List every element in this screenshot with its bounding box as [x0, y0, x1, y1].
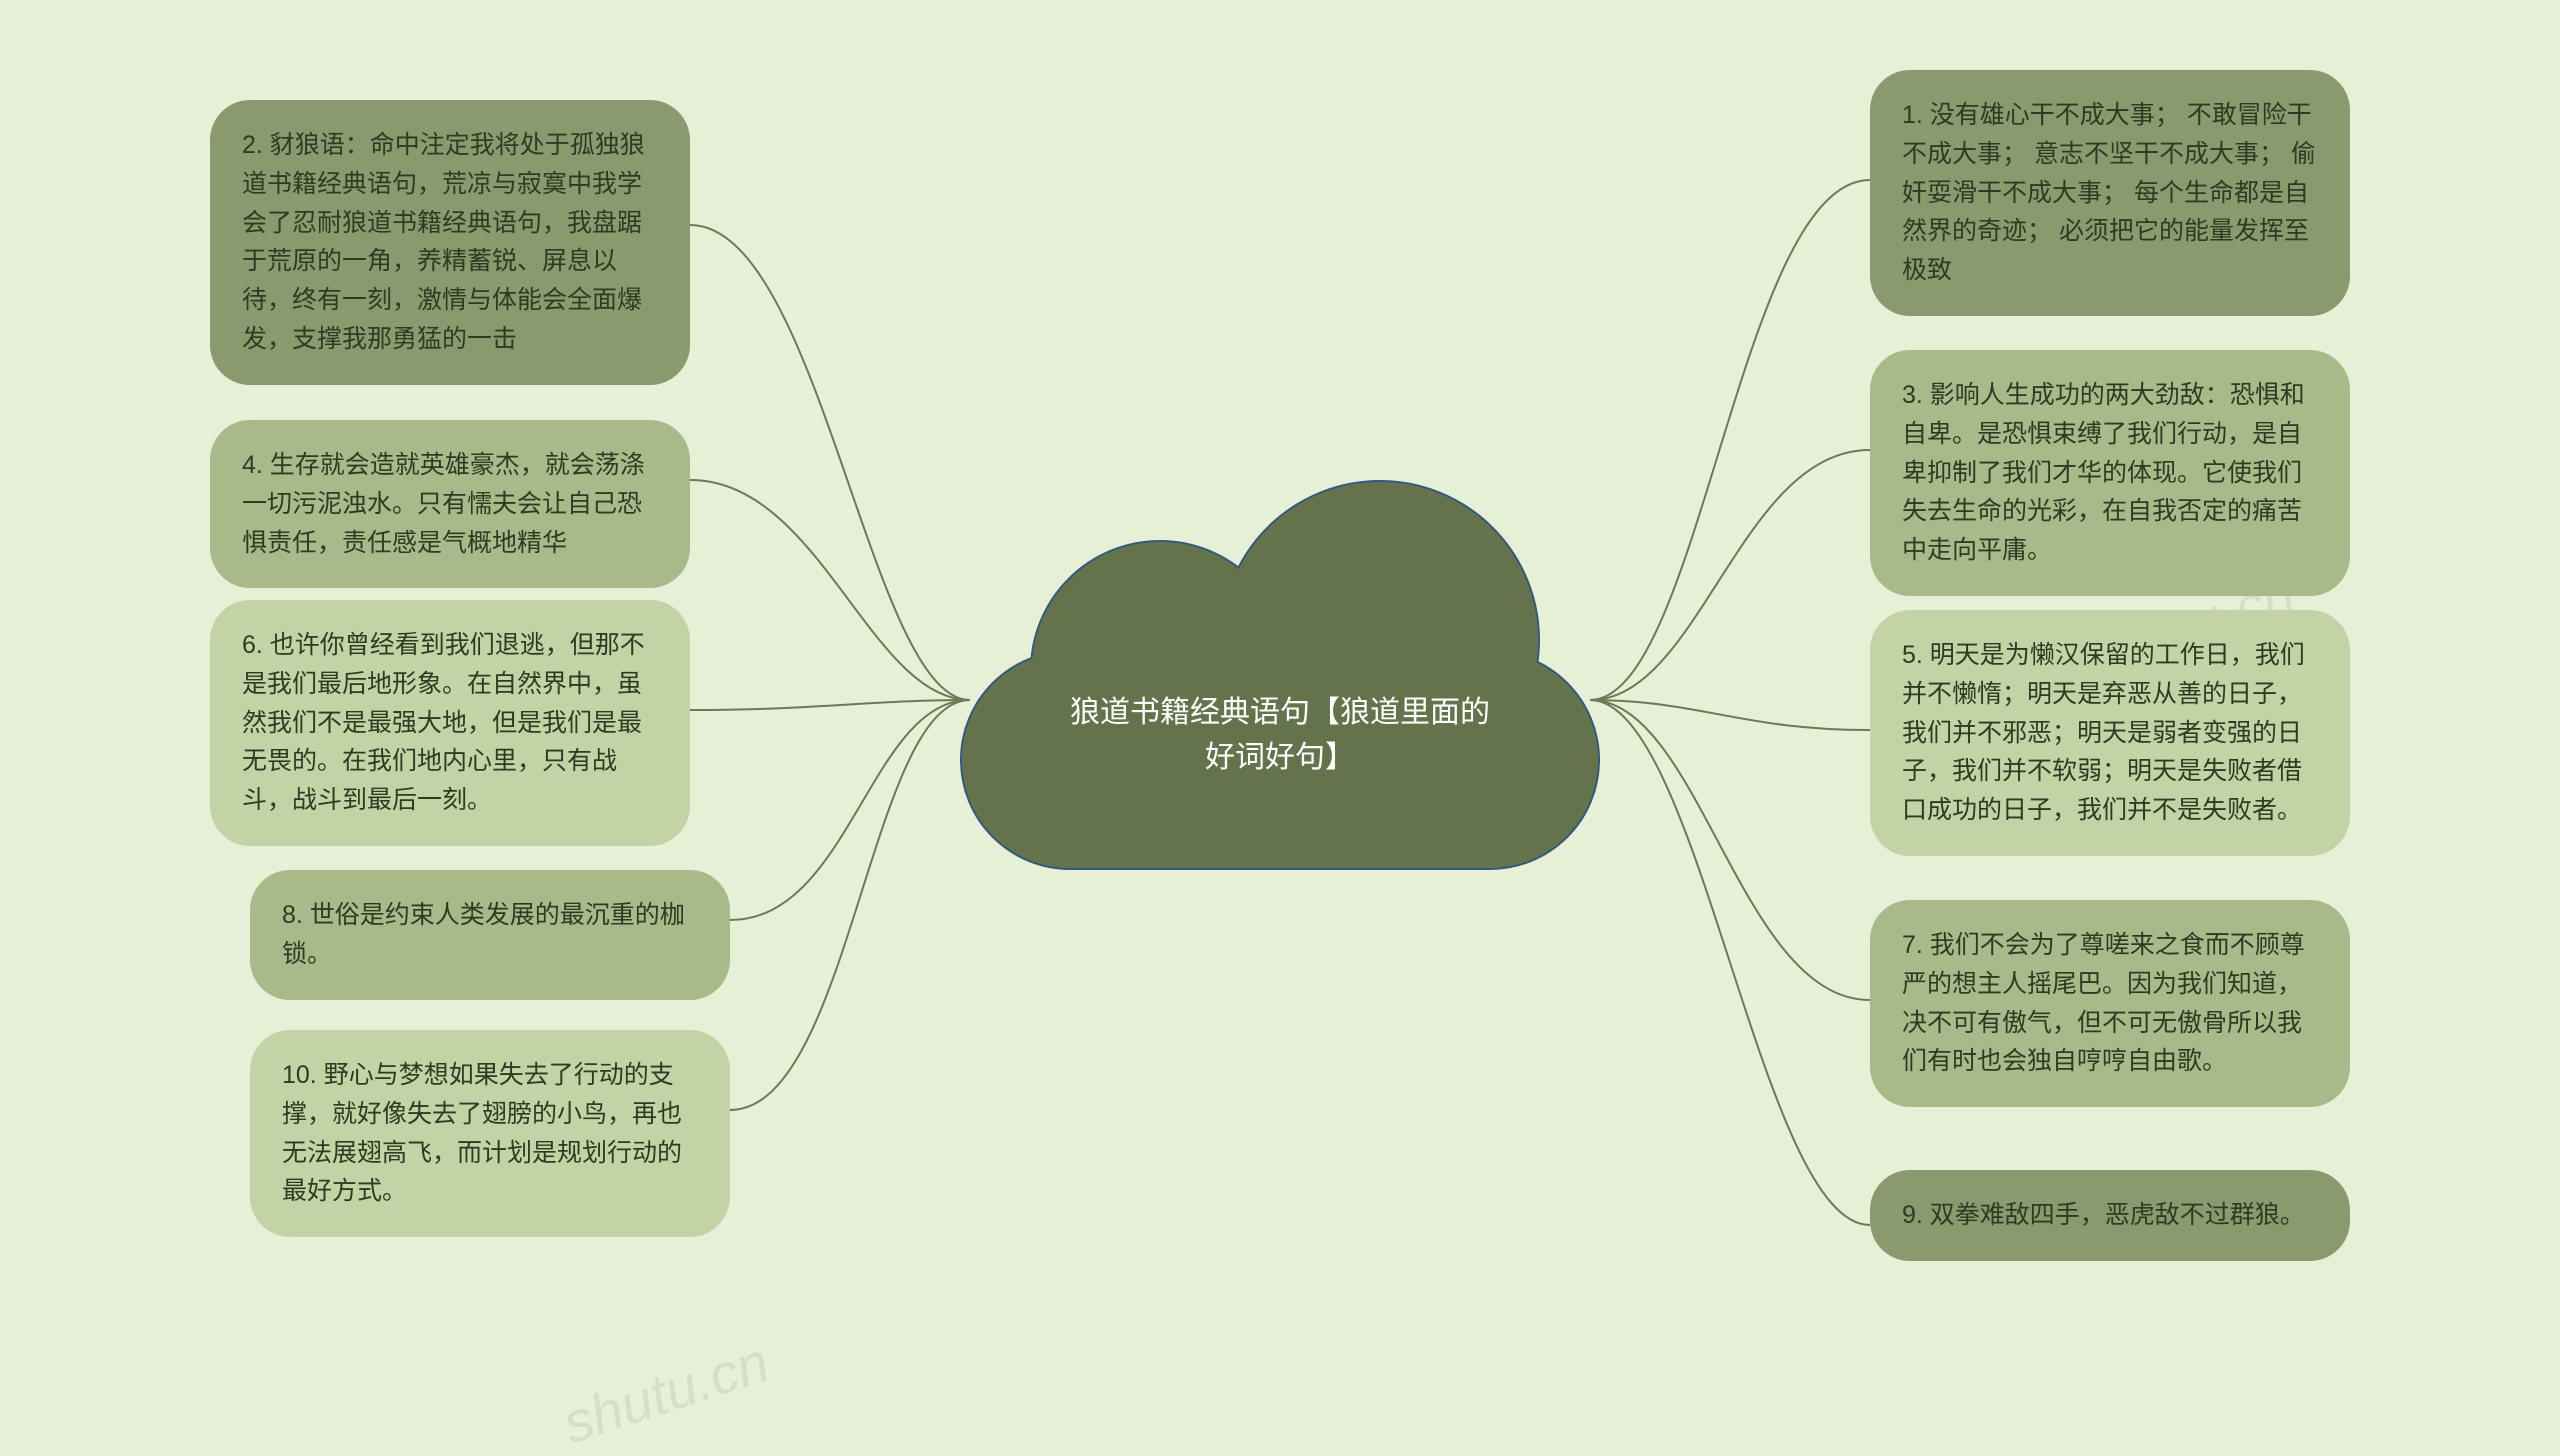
node-1: 1. 没有雄心干不成大事； 不敢冒险干不成大事； 意志不坚干不成大事； 偷奸耍滑…: [1870, 70, 2350, 316]
center-title: 狼道书籍经典语句【狼道里面的好词好句】: [1070, 690, 1490, 780]
node-8: 8. 世俗是约束人类发展的最沉重的枷锁。: [250, 870, 730, 1000]
mindmap-canvas: 树图 shutu.cn 树图 shutu.cn 树图 shutu.cn shut…: [0, 0, 2560, 1397]
node-6: 6. 也许你曾经看到我们退逃，但那不是我们最后地形象。在自然界中，虽然我们不是最…: [210, 600, 690, 846]
center-cloud: 狼道书籍经典语句【狼道里面的好词好句】: [960, 490, 1600, 870]
node-4: 4. 生存就会造就英雄豪杰，就会荡涤一切污泥浊水。只有懦夫会让自己恐惧责任，责任…: [210, 420, 690, 588]
node-3: 3. 影响人生成功的两大劲敌：恐惧和自卑。是恐惧束缚了我们行动，是自卑抑制了我们…: [1870, 350, 2350, 596]
watermark: shutu.cn: [555, 1329, 776, 1456]
node-9: 9. 双拳难敌四手，恶虎敌不过群狼。: [1870, 1170, 2350, 1261]
node-10: 10. 野心与梦想如果失去了行动的支撑，就好像失去了翅膀的小鸟，再也无法展翅高飞…: [250, 1030, 730, 1237]
node-5: 5. 明天是为懒汉保留的工作日，我们并不懒惰；明天是弃恶从善的日子，我们并不邪恶…: [1870, 610, 2350, 856]
node-2: 2. 豺狼语：命中注定我将处于孤独狼道书籍经典语句，荒凉与寂寞中我学会了忍耐狼道…: [210, 100, 690, 385]
node-7: 7. 我们不会为了尊嗟来之食而不顾尊严的想主人摇尾巴。因为我们知道，决不可有傲气…: [1870, 900, 2350, 1107]
